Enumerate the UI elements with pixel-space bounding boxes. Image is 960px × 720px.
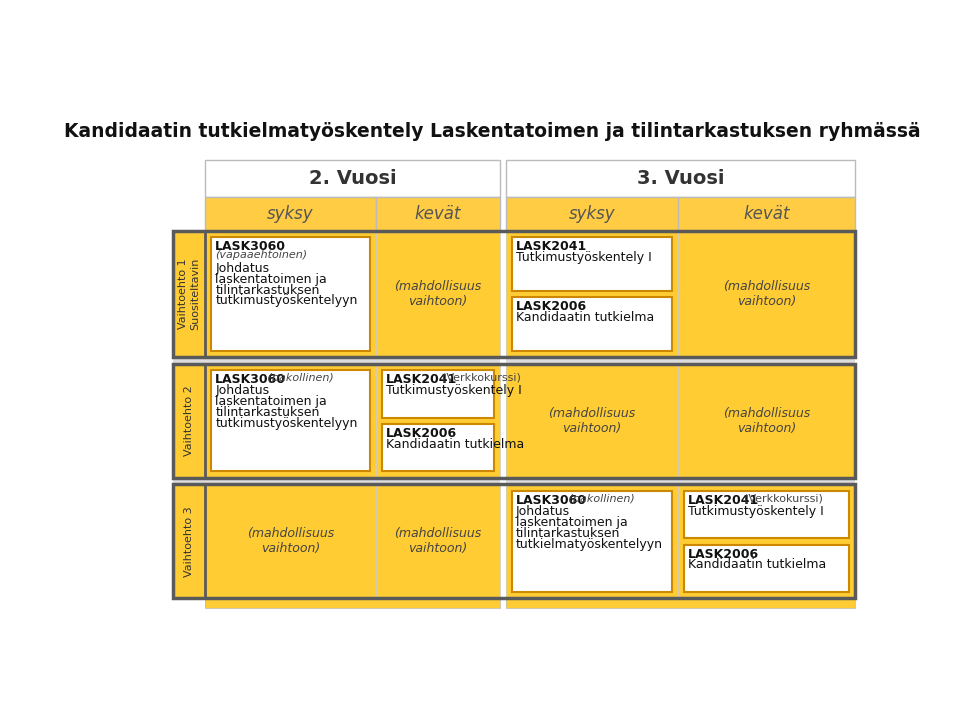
Bar <box>173 364 854 477</box>
Text: tilintarkastuksen: tilintarkastuksen <box>516 527 620 540</box>
Bar <box>382 370 493 418</box>
Bar <box>173 231 205 356</box>
Bar <box>678 197 854 231</box>
Text: LASK2041: LASK2041 <box>516 240 588 253</box>
Text: LASK3060: LASK3060 <box>215 373 286 386</box>
Bar <box>512 297 672 351</box>
Bar <box>506 364 678 477</box>
Text: Johdatus: Johdatus <box>215 384 270 397</box>
Bar <box>678 485 854 598</box>
Text: tutkimustyöskentelyyn: tutkimustyöskentelyyn <box>215 294 358 307</box>
Text: Tutkimustyöskentely I: Tutkimustyöskentely I <box>688 505 824 518</box>
Text: Tutkimustyöskentely I: Tutkimustyöskentely I <box>516 251 652 264</box>
Bar <box>173 485 854 598</box>
Text: LASK2006: LASK2006 <box>688 548 759 561</box>
Bar <box>173 485 205 598</box>
Bar <box>211 370 370 472</box>
Text: (pakollinen): (pakollinen) <box>564 494 635 504</box>
Bar <box>506 161 854 197</box>
Text: Tutkimustyöskentely I: Tutkimustyöskentely I <box>386 384 521 397</box>
Text: (Verkkokurssi): (Verkkokurssi) <box>435 373 520 383</box>
Text: syksy: syksy <box>267 205 314 223</box>
Text: (mahdollisuus
vaihtoon): (mahdollisuus vaihtoon) <box>395 528 481 555</box>
Text: Kandidaatin tutkielma: Kandidaatin tutkielma <box>516 311 655 324</box>
Text: Johdatus: Johdatus <box>215 262 270 275</box>
Bar <box>512 238 672 291</box>
Text: Vaihtoehto 1
Suositeltavin: Vaihtoehto 1 Suositeltavin <box>179 258 200 330</box>
Text: (mahdollisuus
vaihtoon): (mahdollisuus vaihtoon) <box>395 280 481 308</box>
Bar <box>506 197 678 231</box>
Text: kevät: kevät <box>415 205 461 223</box>
Bar <box>375 231 500 356</box>
Text: 3. Vuosi: 3. Vuosi <box>636 169 724 189</box>
Bar <box>173 477 500 485</box>
Bar <box>506 231 678 356</box>
Text: kevät: kevät <box>743 205 789 223</box>
Text: (mahdollisuus
vaihtoon): (mahdollisuus vaihtoon) <box>548 407 636 435</box>
Bar <box>512 490 672 593</box>
Bar <box>506 356 854 364</box>
Text: LASK2006: LASK2006 <box>386 427 457 440</box>
Bar <box>684 544 849 593</box>
Bar <box>375 197 500 231</box>
Text: (mahdollisuus
vaihtoon): (mahdollisuus vaihtoon) <box>723 407 810 435</box>
Bar <box>506 161 854 608</box>
Bar <box>684 490 849 539</box>
Text: LASK2041: LASK2041 <box>688 494 759 507</box>
Text: Vaihtoehto 2: Vaihtoehto 2 <box>184 385 194 456</box>
Text: LASK3060: LASK3060 <box>215 240 286 253</box>
Bar <box>678 364 854 477</box>
Text: laskentatoimen ja: laskentatoimen ja <box>215 273 327 286</box>
Bar <box>506 477 854 485</box>
Text: laskentatoimen ja: laskentatoimen ja <box>215 395 327 408</box>
Text: LASK3060: LASK3060 <box>516 494 587 507</box>
Bar <box>205 231 375 356</box>
Text: tilintarkastuksen: tilintarkastuksen <box>215 284 320 297</box>
Text: tutkielmatyöskentelyyn: tutkielmatyöskentelyyn <box>516 538 663 551</box>
Bar <box>375 485 500 598</box>
Text: (mahdollisuus
vaihtoon): (mahdollisuus vaihtoon) <box>247 528 334 555</box>
Bar <box>506 598 854 608</box>
Bar <box>173 356 500 364</box>
Text: syksy: syksy <box>568 205 615 223</box>
Bar <box>678 231 854 356</box>
Bar <box>173 364 205 477</box>
Bar <box>506 485 678 598</box>
Bar <box>205 197 375 231</box>
Text: (pakollinen): (pakollinen) <box>264 373 334 383</box>
Text: Kandidaatin tutkielma: Kandidaatin tutkielma <box>688 559 827 572</box>
Bar <box>211 238 370 351</box>
Text: laskentatoimen ja: laskentatoimen ja <box>516 516 628 529</box>
Text: Kandidaatin tutkielma: Kandidaatin tutkielma <box>386 438 524 451</box>
Text: 2. Vuosi: 2. Vuosi <box>309 169 396 189</box>
Text: LASK2006: LASK2006 <box>516 300 588 313</box>
Bar <box>173 231 854 356</box>
Bar <box>205 598 500 608</box>
Text: Kandidaatin tutkielmatyöskentely Laskentatoimen ja tilintarkastuksen ryhmässä: Kandidaatin tutkielmatyöskentely Laskent… <box>63 122 921 140</box>
Text: (mahdollisuus
vaihtoon): (mahdollisuus vaihtoon) <box>723 280 810 308</box>
Bar <box>205 161 500 197</box>
Bar <box>205 485 375 598</box>
Bar <box>205 364 375 477</box>
Text: Vaihtoehto 3: Vaihtoehto 3 <box>184 506 194 577</box>
Text: (Verkkokurssi): (Verkkokurssi) <box>737 494 823 504</box>
Text: (vapaaehtoinen): (vapaaehtoinen) <box>215 251 307 261</box>
Text: LASK2041: LASK2041 <box>386 373 457 386</box>
Bar <box>382 423 493 472</box>
Text: Johdatus: Johdatus <box>516 505 570 518</box>
Bar <box>205 161 500 608</box>
Text: tutkimustyöskentelyyn: tutkimustyöskentelyyn <box>215 417 358 430</box>
Bar <box>375 364 500 477</box>
Text: tilintarkastuksen: tilintarkastuksen <box>215 406 320 419</box>
